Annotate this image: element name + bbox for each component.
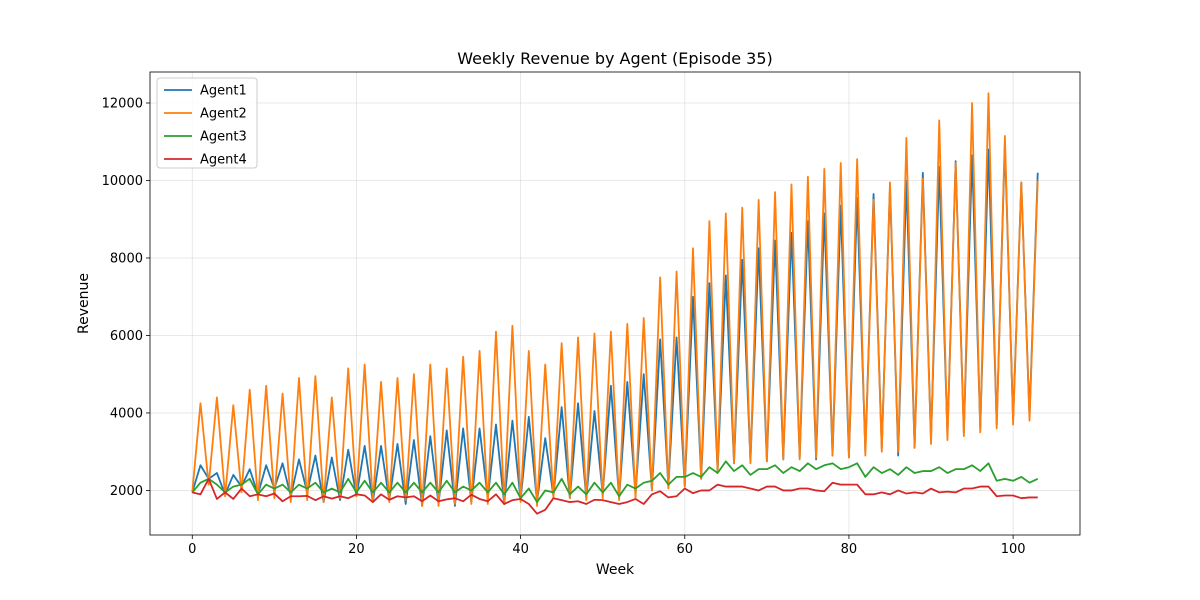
y-tick-label: 4000 [110, 406, 143, 421]
x-tick-label: 0 [188, 542, 196, 557]
series-lines [191, 92, 1039, 515]
chart-title: Weekly Revenue by Agent (Episode 35) [457, 49, 773, 68]
legend-label-agent1: Agent1 [200, 84, 247, 99]
x-tick-label: 100 [1001, 542, 1026, 557]
x-tick-label: 40 [512, 542, 529, 557]
series-line-agent4 [192, 477, 1038, 515]
series-line-agent2 [191, 92, 1039, 507]
legend-label-agent2: Agent2 [200, 107, 247, 122]
x-tick-label: 80 [841, 542, 858, 557]
y-axis-label: Revenue [76, 273, 92, 334]
y-tick-label: 10000 [102, 174, 143, 189]
legend-label-agent4: Agent4 [200, 153, 247, 168]
series-line-agent3 [191, 460, 1039, 503]
y-tick-label: 8000 [110, 251, 143, 266]
y-tick-label: 6000 [110, 329, 143, 344]
plot-frame [149, 71, 1081, 536]
legend-box [156, 77, 258, 169]
x-tick-label: 20 [348, 542, 365, 557]
legend-label-agent3: Agent3 [200, 130, 247, 145]
x-tick-label: 60 [676, 542, 693, 557]
legend: Agent1 Agent2 Agent3 Agent4 [156, 77, 258, 169]
axis-ticks: 0 20 40 60 80 100 2000 4000 6000 8000 10000 12000 [102, 96, 1026, 557]
y-tick-label: 12000 [102, 96, 143, 111]
x-axis-label: Week [596, 562, 635, 578]
y-tick-label: 2000 [110, 484, 143, 499]
